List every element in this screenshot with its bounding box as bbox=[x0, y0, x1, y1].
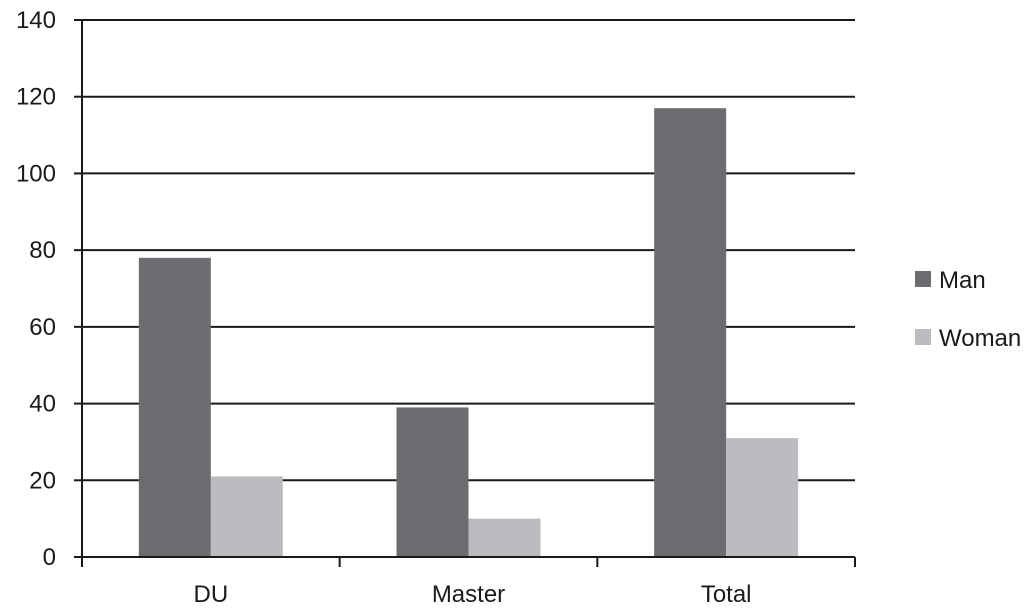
legend-swatch-woman bbox=[915, 329, 931, 345]
legend: Man Woman bbox=[915, 267, 1021, 352]
y-tick-labels: 0 20 40 60 80 100 120 140 bbox=[16, 7, 56, 571]
y-tick-label: 140 bbox=[16, 7, 56, 34]
x-tick-label: Total bbox=[701, 581, 752, 608]
y-tick-label: 20 bbox=[29, 467, 56, 494]
axes bbox=[74, 19, 856, 567]
legend-swatch-man bbox=[915, 271, 931, 287]
bar-man-du bbox=[138, 257, 211, 557]
bar-woman-total bbox=[726, 438, 799, 557]
bars bbox=[138, 108, 799, 557]
x-tick-labels: DU Master Total bbox=[193, 581, 751, 608]
x-tick-label: DU bbox=[193, 581, 228, 608]
y-tick-label: 80 bbox=[29, 237, 56, 264]
legend-label-man: Man bbox=[939, 267, 986, 294]
bar-man-master bbox=[396, 407, 469, 557]
y-tick-label: 60 bbox=[29, 314, 56, 341]
y-tick-label: 100 bbox=[16, 160, 56, 187]
legend-label-woman: Woman bbox=[939, 325, 1021, 352]
bar-woman-du bbox=[210, 476, 283, 557]
y-tick-label: 120 bbox=[16, 84, 56, 111]
x-tick-label: Master bbox=[432, 581, 505, 608]
y-tick-label: 40 bbox=[29, 391, 56, 418]
y-tick-label: 0 bbox=[43, 544, 56, 571]
bar-man-total bbox=[654, 108, 727, 557]
bar-woman-master bbox=[468, 518, 541, 557]
